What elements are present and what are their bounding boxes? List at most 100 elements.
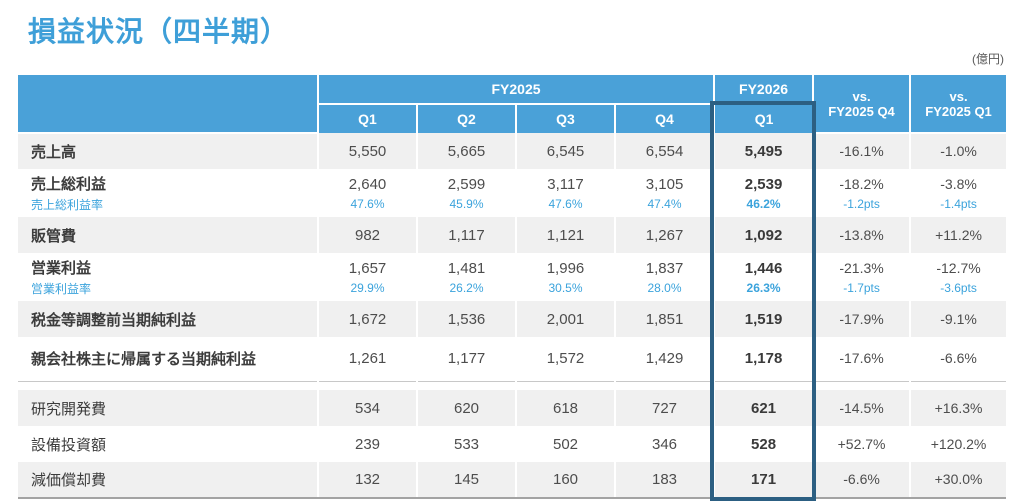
value: 1,536 bbox=[447, 310, 486, 328]
value: 534 bbox=[354, 399, 381, 417]
value: 2,599 bbox=[447, 175, 486, 193]
value-cell: 534 bbox=[318, 390, 418, 426]
value: 1,996 bbox=[546, 259, 585, 277]
table-row: 販管費 982 1,117 1,121 1,267 1,092 -13.8% +11.2% bbox=[18, 217, 1007, 253]
value-cell: 239 bbox=[318, 426, 418, 462]
row-label-cell: 研究開発費 bbox=[18, 390, 319, 426]
comparison-value: -14.5% bbox=[839, 399, 884, 416]
value: 533 bbox=[453, 435, 480, 453]
value: 1,267 bbox=[645, 226, 684, 244]
table-row: 減価償却費 132 145 160 183 171 -6.6% +30.0% bbox=[18, 462, 1007, 499]
comparison-rate-value: -3.6pts bbox=[940, 280, 977, 295]
comparison-cell-vs-q4: -18.2% -1.2pts bbox=[813, 169, 912, 217]
value: 160 bbox=[552, 471, 579, 488]
comparison-rate-value: -1.4pts bbox=[940, 196, 977, 211]
value: 727 bbox=[652, 399, 678, 417]
value: 1,481 bbox=[447, 259, 486, 277]
value-cell: 502 bbox=[516, 426, 616, 462]
value: 3,117 bbox=[547, 175, 584, 193]
comparison-value: -13.8% bbox=[839, 226, 884, 243]
comparison-cell-vs-q4: -16.1% bbox=[813, 133, 912, 169]
value: 145 bbox=[453, 471, 480, 488]
value-cell: 618 bbox=[516, 390, 616, 426]
row-label: 税金等調整前当期純利益 bbox=[31, 311, 197, 329]
vs-label-bottom: FY2025 Q1 bbox=[925, 103, 992, 119]
unit-label: (億円) bbox=[972, 52, 1004, 66]
fy2026-q1-value-cell: 1,178 bbox=[714, 337, 815, 381]
value: 1,837 bbox=[645, 259, 684, 277]
vs-label-top: vs. bbox=[949, 88, 968, 104]
value: 132 bbox=[354, 471, 381, 488]
row-label: 減価償却費 bbox=[31, 472, 107, 489]
comparison-cell-vs-q1: +120.2% bbox=[910, 426, 1006, 462]
value-cell: 160 bbox=[516, 462, 616, 499]
rate-value: 47.6% bbox=[350, 196, 385, 211]
value: 6,545 bbox=[546, 142, 585, 160]
table-row: 親会社株主に帰属する当期純利益 1,261 1,177 1,572 1,429 1,178… bbox=[18, 337, 1006, 381]
value: 5,665 bbox=[447, 142, 486, 160]
comparison-cell-vs-q4: -6.6% bbox=[813, 462, 912, 499]
table-row: 営業利益 営業利益率 1,657 29.9% 1,481 26.2% 1,996 30.5% 1… bbox=[18, 253, 1006, 301]
value-cell: 1,267 bbox=[615, 217, 716, 253]
rate-value: 26.3% bbox=[746, 280, 781, 295]
page-title: 損益状況（四半期） bbox=[28, 16, 290, 47]
row-sub-label: 売上総利益率 bbox=[31, 198, 104, 212]
header-fy2025-q2: Q2 bbox=[417, 104, 517, 133]
value-cell: 533 bbox=[417, 426, 517, 462]
value: 5,550 bbox=[348, 142, 387, 160]
value-cell: 3,105 47.4% bbox=[615, 169, 716, 217]
table-row: 研究開発費 534 620 618 727 621 -14.5% +16.3% bbox=[18, 390, 1007, 426]
value-cell: 1,837 28.0% bbox=[615, 253, 716, 301]
row-label-cell: 親会社株主に帰属する当期純利益 bbox=[18, 337, 319, 381]
value-cell: 1,177 bbox=[417, 337, 517, 381]
table-row: 売上総利益 売上総利益率 2,640 47.6% 2,599 45.9% 3,117 47.6… bbox=[18, 169, 1006, 217]
header-fy2026: FY2026 bbox=[714, 75, 815, 105]
row-label: 売上高 bbox=[31, 144, 77, 161]
rate-value: 30.5% bbox=[548, 280, 583, 295]
value: 982 bbox=[354, 226, 381, 244]
value-cell: 2,640 47.6% bbox=[318, 169, 418, 217]
comparison-value: -6.6% bbox=[843, 471, 880, 487]
comparison-value: -6.6% bbox=[940, 350, 977, 367]
value-cell: 1,117 bbox=[417, 217, 517, 253]
row-label: 営業利益 bbox=[31, 260, 92, 277]
fy2026-q1-value-cell: 528 bbox=[714, 426, 815, 462]
header-fy2025-q4: Q4 bbox=[615, 104, 716, 133]
comparison-cell-vs-q1: -12.7% -3.6pts bbox=[910, 253, 1006, 301]
comparison-value: +16.3% bbox=[934, 399, 983, 416]
value-cell: 2,001 bbox=[516, 301, 616, 337]
value-cell: 183 bbox=[615, 462, 716, 499]
table-row: 税金等調整前当期純利益 1,672 1,536 2,001 1,851 1,519 -17.… bbox=[18, 301, 1007, 337]
row-label: 設備投資額 bbox=[31, 436, 107, 454]
row-label: 売上総利益 bbox=[31, 176, 107, 193]
pl-table-container: FY2025 FY2026 vs. FY2025 Q4 vs. FY2025 Q1 … bbox=[18, 75, 1007, 501]
comparison-rate-value: -1.2pts bbox=[843, 196, 880, 211]
value: 1,519 bbox=[744, 310, 783, 328]
value: 346 bbox=[652, 435, 678, 453]
value: 6,554 bbox=[645, 142, 684, 160]
row-label-cell: 営業利益 営業利益率 bbox=[18, 253, 319, 301]
row-label: 親会社株主に帰属する当期純利益 bbox=[31, 351, 257, 369]
section-separator-row bbox=[18, 380, 1007, 390]
row-label-cell: 減価償却費 bbox=[18, 462, 319, 499]
value-cell: 620 bbox=[417, 390, 517, 426]
row-sub-label: 営業利益率 bbox=[31, 282, 92, 296]
comparison-value: -18.2% bbox=[839, 175, 884, 192]
value: 1,261 bbox=[348, 350, 387, 368]
rate-value: 28.0% bbox=[647, 280, 682, 295]
comparison-value: -17.9% bbox=[839, 310, 884, 327]
value: 502 bbox=[552, 435, 579, 453]
comparison-value: -1.0% bbox=[940, 143, 977, 159]
header-label-spacer bbox=[18, 75, 319, 134]
row-label-cell: 税金等調整前当期純利益 bbox=[18, 301, 319, 337]
row-label-cell: 売上総利益売上総利益率 bbox=[18, 169, 319, 217]
rate-value: 46.2% bbox=[746, 196, 781, 211]
value: 2,001 bbox=[546, 310, 585, 328]
comparison-cell-vs-q1: -6.6% bbox=[910, 337, 1006, 381]
value: 239 bbox=[354, 435, 381, 453]
value-cell: 3,117 47.6% bbox=[516, 169, 616, 217]
row-label: 研究開発費 bbox=[31, 400, 107, 418]
comparison-value: +30.0% bbox=[934, 471, 983, 487]
fy2026-q1-value-cell: 5,495 bbox=[714, 133, 815, 169]
value: 183 bbox=[652, 471, 678, 488]
